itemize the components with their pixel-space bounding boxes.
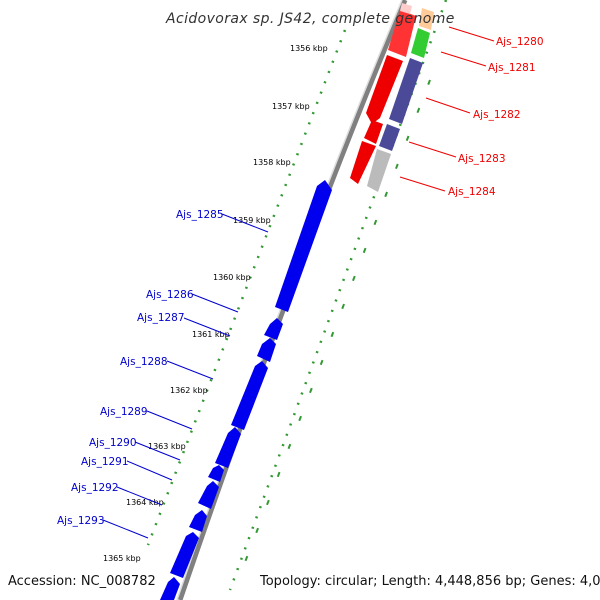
gene-label-ajs-1293[interactable]: Ajs_1293 bbox=[57, 515, 105, 527]
feature-peach bbox=[419, 8, 434, 30]
gene-label-ajs-1283[interactable]: Ajs_1283 bbox=[458, 153, 506, 165]
reverse-strand-features bbox=[350, 3, 434, 192]
gene-arrow-ajs-1290[interactable] bbox=[208, 465, 224, 482]
gene-arrow-ajs-1281[interactable] bbox=[366, 55, 403, 124]
feature-purple-1[interactable] bbox=[389, 58, 423, 124]
leader-line bbox=[146, 410, 193, 430]
ruler-ticks: 1356 kbp 1357 kbp 1358 kbp 1359 kbp 1360… bbox=[103, 44, 328, 563]
gene-arrow-ajs-1280[interactable] bbox=[388, 10, 416, 57]
tick-label: 1359 kbp bbox=[233, 216, 271, 225]
tick-label: 1360 kbp bbox=[213, 273, 251, 282]
leader-line bbox=[166, 360, 214, 380]
tick-label: 1356 kbp bbox=[290, 44, 328, 53]
gene-arrow-ajs-1289[interactable] bbox=[215, 427, 241, 468]
tick-label: 1361 kbp bbox=[192, 330, 230, 339]
gene-arrow-ajs-1285[interactable] bbox=[275, 180, 332, 312]
tick-label: 1364 kbp bbox=[126, 498, 164, 507]
leader-line bbox=[440, 51, 487, 67]
gene-label-ajs-1289[interactable]: Ajs_1289 bbox=[100, 406, 148, 418]
gene-arrow-ajs-1283[interactable] bbox=[350, 141, 376, 184]
gene-arrow-ajs-1286[interactable] bbox=[264, 318, 283, 340]
leader-line bbox=[221, 213, 269, 233]
gene-label-ajs-1290[interactable]: Ajs_1290 bbox=[89, 437, 137, 449]
leader-line bbox=[448, 26, 495, 42]
gene-arrow-ajs-1291[interactable] bbox=[198, 481, 219, 509]
leader-line bbox=[134, 441, 181, 461]
tick-label: 1362 kbp bbox=[170, 386, 208, 395]
gene-label-ajs-1282[interactable]: Ajs_1282 bbox=[473, 109, 521, 121]
gene-label-ajs-1288[interactable]: Ajs_1288 bbox=[120, 356, 168, 368]
tick-label: 1363 kbp bbox=[148, 442, 186, 451]
gene-arrow-ajs-1282[interactable] bbox=[364, 120, 383, 144]
gene-label-ajs-1284[interactable]: Ajs_1284 bbox=[448, 186, 496, 198]
tick-label: 1365 kbp bbox=[103, 554, 141, 563]
gene-label-ajs-1286[interactable]: Ajs_1286 bbox=[146, 289, 194, 301]
feature-grey[interactable] bbox=[367, 149, 391, 192]
map-title-text: Acidovorax sp. JS42, complete genome bbox=[166, 11, 455, 27]
genome-backbone bbox=[177, 0, 408, 600]
gene-label-ajs-1287[interactable]: Ajs_1287 bbox=[137, 312, 185, 324]
leader-line bbox=[183, 317, 231, 337]
feature-pink bbox=[400, 3, 412, 14]
leader-line bbox=[399, 176, 446, 192]
gene-arrow-ajs-1288[interactable] bbox=[231, 361, 268, 430]
gene-label-ajs-1291[interactable]: Ajs_1291 bbox=[81, 456, 129, 468]
accession-text: Accession: NC_008782 bbox=[8, 574, 156, 589]
gene-arrow-ajs-1294[interactable] bbox=[160, 577, 180, 600]
gene-label-ajs-1292[interactable]: Ajs_1292 bbox=[71, 482, 119, 494]
leader-line bbox=[408, 141, 457, 158]
gene-label-ajs-1281[interactable]: Ajs_1281 bbox=[488, 62, 536, 74]
forward-gene-labels: Ajs_1285 Ajs_1286 Ajs_1287 Ajs_1288 Ajs_… bbox=[57, 209, 269, 539]
ruler-dotted-line bbox=[146, 29, 347, 546]
leader-line bbox=[102, 519, 149, 539]
reverse-gene-labels: Ajs_1280 Ajs_1281 Ajs_1282 Ajs_1283 Ajs_… bbox=[399, 26, 544, 198]
forward-strand-genes bbox=[160, 180, 332, 600]
leader-line bbox=[425, 97, 471, 114]
leader-line bbox=[191, 293, 239, 313]
feature-green[interactable] bbox=[411, 28, 430, 58]
gene-arrow-ajs-1292[interactable] bbox=[189, 510, 207, 532]
feature-purple-2[interactable] bbox=[379, 124, 400, 151]
gene-label-ajs-1285[interactable]: Ajs_1285 bbox=[176, 209, 224, 221]
leader-line bbox=[126, 460, 173, 481]
leader-line bbox=[116, 486, 163, 506]
tick-label: 1357 kbp bbox=[272, 102, 310, 111]
tick-label: 1358 kbp bbox=[253, 158, 291, 167]
gene-arrow-ajs-1287[interactable] bbox=[257, 338, 276, 362]
gene-arrow-ajs-1293[interactable] bbox=[170, 532, 199, 578]
gene-label-ajs-1280[interactable]: Ajs_1280 bbox=[496, 36, 544, 48]
topology-text: Topology: circular; Length: 4,448,856 bp… bbox=[260, 574, 600, 589]
